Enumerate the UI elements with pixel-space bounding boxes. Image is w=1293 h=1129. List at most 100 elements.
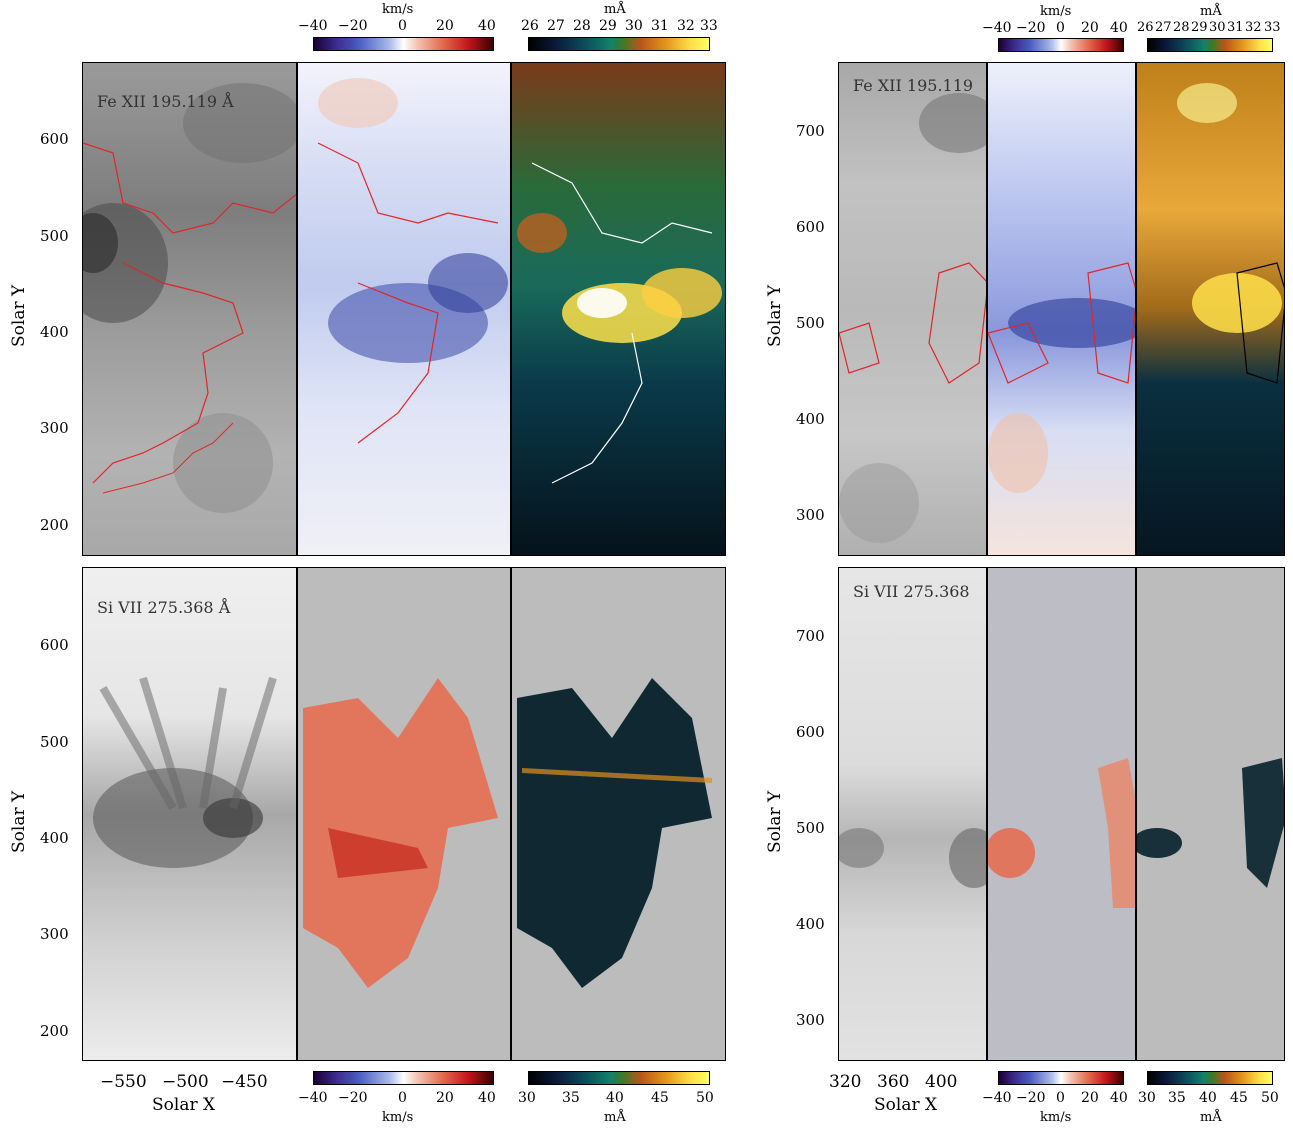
vel-unit-label-left-top: km/s	[382, 2, 414, 17]
cb-tick: 40	[478, 18, 496, 34]
intensity-features	[83, 83, 296, 513]
y-tick: 200	[40, 1022, 69, 1040]
cb-tick: 0	[1056, 20, 1065, 36]
x-tick: 320	[829, 1072, 862, 1092]
intensity-features-right	[839, 93, 986, 543]
velocity-features-right	[988, 262, 1135, 493]
velocity-features	[317, 78, 508, 444]
si-vii-intensity-panel-left	[82, 567, 297, 1061]
width-unit-label-right-top: mÅ	[1200, 4, 1222, 19]
y-tick: 400	[796, 410, 825, 428]
cb-tick: 20	[436, 1090, 454, 1106]
cb-tick: 30	[1138, 1090, 1156, 1106]
cb-tick: 26	[521, 18, 539, 34]
y-tick: 400	[40, 829, 69, 847]
si-vii-velocity-panel-right	[987, 567, 1136, 1061]
cb-tick: 40	[1199, 1090, 1217, 1106]
width-colorbar-left-bottom	[528, 1071, 710, 1085]
cb-tick: 0	[1056, 1090, 1065, 1106]
x-tick: 360	[877, 1072, 910, 1092]
fe-xii-width-panel-left	[511, 62, 726, 556]
cb-tick: 32	[1245, 20, 1262, 35]
cb-tick: −40	[982, 1090, 1012, 1106]
y-tick: 700	[796, 122, 825, 140]
width-colorbar-right-bottom	[1147, 1071, 1273, 1085]
cb-tick: 0	[398, 1090, 407, 1106]
x-tick: −550	[100, 1072, 147, 1092]
fe-xii-width-panel-right	[1136, 62, 1285, 556]
cb-tick: 28	[1173, 20, 1190, 35]
panel-title-si-vii-left: Si VII 275.368 Å	[97, 598, 231, 617]
cb-tick: 27	[1155, 20, 1172, 35]
cb-tick: 45	[651, 1090, 669, 1106]
cb-tick: 31	[651, 18, 669, 34]
vel-unit-label-right-top: km/s	[1040, 4, 1072, 19]
y-axis-label-right-bottom: Solar Y	[765, 790, 785, 853]
vel-unit-label-left-bottom: km/s	[382, 1110, 414, 1125]
velocity-features-bottom	[303, 678, 498, 988]
velocity-colorbar-left-bottom	[313, 1071, 494, 1085]
cb-tick: 50	[1261, 1090, 1279, 1106]
cb-tick: 50	[696, 1090, 714, 1106]
cb-tick: 27	[547, 18, 565, 34]
x-tick: −500	[162, 1072, 209, 1092]
cb-tick: 28	[573, 18, 591, 34]
velocity-colorbar-right-bottom	[998, 1071, 1124, 1085]
fe-xii-velocity-panel-left	[297, 62, 511, 556]
cb-tick: −40	[298, 1090, 328, 1106]
cb-tick: 33	[700, 18, 718, 34]
intensity-features-bottom	[93, 676, 277, 868]
cb-tick: 26	[1137, 20, 1154, 35]
si-vii-velocity-panel-left	[297, 567, 511, 1061]
cb-tick: 40	[1110, 20, 1128, 36]
y-tick: 500	[40, 733, 69, 751]
y-tick: 700	[796, 627, 825, 645]
y-tick: 300	[796, 506, 825, 524]
panel-title-si-vii-right: Si VII 275.368	[853, 582, 970, 601]
velocity-features-right-bottom	[988, 758, 1135, 908]
cb-tick: 30	[1209, 20, 1226, 35]
y-tick: 300	[40, 419, 69, 437]
y-tick: 600	[40, 636, 69, 654]
x-axis-label-left: Solar X	[152, 1095, 216, 1115]
velocity-colorbar-right-top	[998, 38, 1124, 52]
cb-tick: 35	[562, 1090, 580, 1106]
y-tick: 600	[796, 218, 825, 236]
velocity-colorbar-left-top	[313, 37, 494, 51]
cb-tick: 0	[398, 18, 407, 34]
cb-tick: −40	[298, 18, 328, 34]
cb-tick: −20	[1016, 1090, 1046, 1106]
si-vii-width-panel-left	[511, 567, 726, 1061]
panel-title-fe-xii-left: Fe XII 195.119 Å	[97, 92, 234, 111]
width-features	[517, 162, 722, 484]
cb-tick: −20	[1016, 20, 1046, 36]
y-tick: 300	[796, 1011, 825, 1029]
cb-tick: 40	[478, 1090, 496, 1106]
panel-title-fe-xii-right: Fe XII 195.119	[853, 76, 974, 95]
si-vii-intensity-panel-right	[838, 567, 987, 1061]
y-tick: 200	[40, 516, 69, 534]
cb-tick: −20	[338, 18, 368, 34]
cb-tick: 29	[1191, 20, 1208, 35]
y-tick: 400	[796, 915, 825, 933]
y-tick: 600	[40, 130, 69, 148]
width-colorbar-right-top	[1147, 38, 1273, 52]
cb-tick: 29	[599, 18, 617, 34]
fe-xii-intensity-panel-right	[838, 62, 987, 556]
cb-tick: 40	[606, 1090, 624, 1106]
cb-tick: 20	[1081, 20, 1099, 36]
cb-tick: 20	[1081, 1090, 1099, 1106]
y-tick: 600	[796, 723, 825, 741]
cb-tick: 31	[1227, 20, 1244, 35]
y-tick: 500	[40, 227, 69, 245]
x-tick: 400	[925, 1072, 958, 1092]
cb-tick: 30	[518, 1090, 536, 1106]
y-axis-label-right-top: Solar Y	[765, 284, 785, 347]
intensity-features-right-bottom	[839, 828, 986, 888]
width-unit-label-left-bottom: mÅ	[604, 1110, 626, 1125]
cb-tick: 45	[1230, 1090, 1248, 1106]
cb-tick: 20	[436, 18, 454, 34]
fe-xii-velocity-panel-right	[987, 62, 1136, 556]
cb-tick: 35	[1168, 1090, 1186, 1106]
y-axis-label-left-top: Solar Y	[9, 284, 29, 347]
